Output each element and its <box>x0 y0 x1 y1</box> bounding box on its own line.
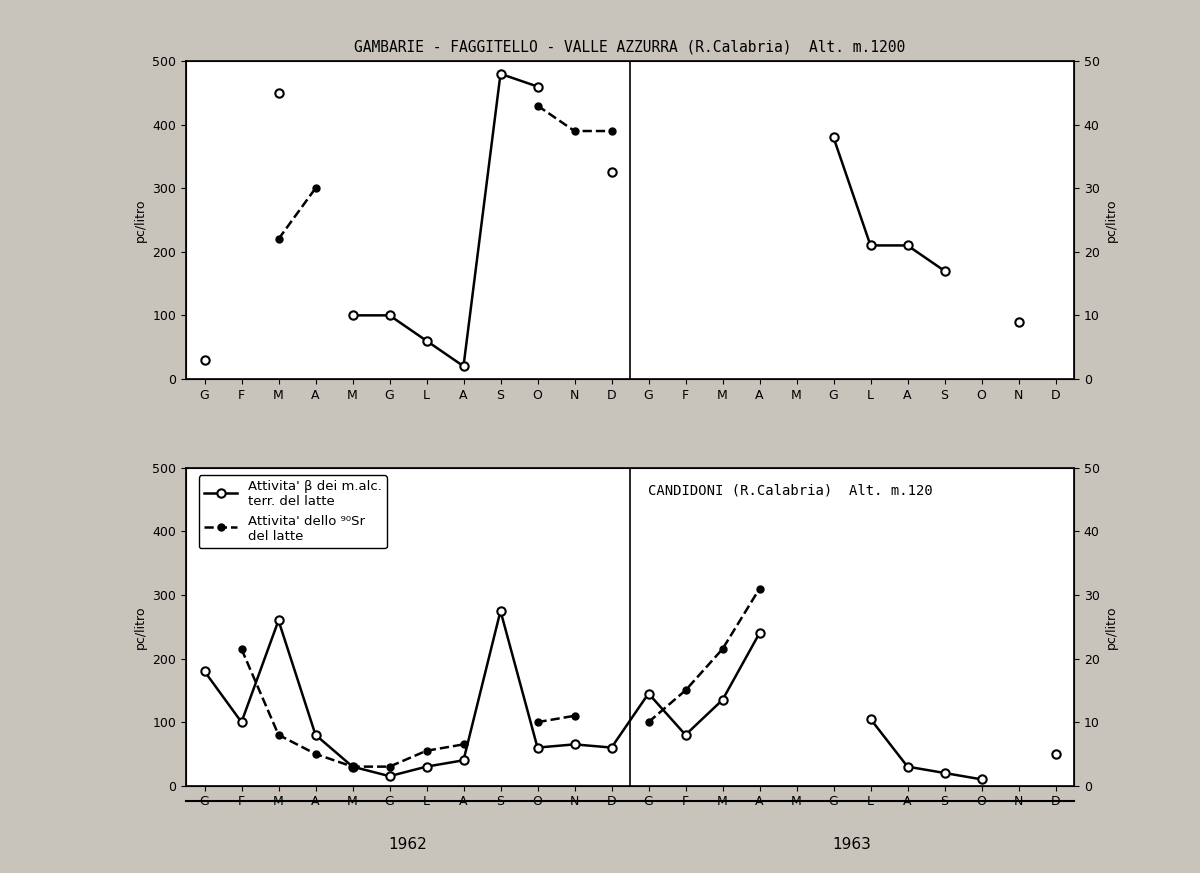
Legend: Attivita' β dei m.alc.
terr. del latte, Attivita' dello ⁹⁰Sr
del latte: Attivita' β dei m.alc. terr. del latte, … <box>199 475 386 548</box>
Y-axis label: pc/litro: pc/litro <box>1105 198 1118 242</box>
Y-axis label: pc/litro: pc/litro <box>1105 605 1118 649</box>
Title: GAMBARIE - FAGGITELLO - VALLE AZZURRA (R.Calabria)  Alt. m.1200: GAMBARIE - FAGGITELLO - VALLE AZZURRA (R… <box>354 39 906 54</box>
Y-axis label: pc/litro: pc/litro <box>133 198 146 242</box>
Text: 1962: 1962 <box>389 836 427 851</box>
Y-axis label: pc/litro: pc/litro <box>133 605 146 649</box>
Text: 1963: 1963 <box>833 836 871 851</box>
Text: CANDIDONI (R.Calabria)  Alt. m.120: CANDIDONI (R.Calabria) Alt. m.120 <box>648 484 932 498</box>
